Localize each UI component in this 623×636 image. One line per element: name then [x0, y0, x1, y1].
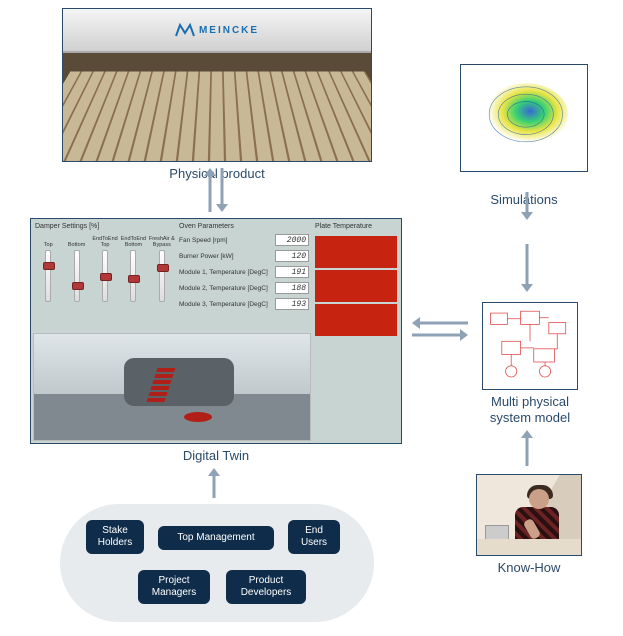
digital-twin-panel: Damper Settings [%] TopBottomEndToEnd To… [30, 218, 402, 444]
oven-param-row: Module 1, Temperature [DegC] 191 [179, 266, 309, 278]
damper-slider[interactable]: FreshAir & Bypass [149, 232, 175, 304]
slider-label: FreshAir & Bypass [149, 232, 175, 248]
slider-label: Top [35, 232, 61, 248]
oven-param-row: Module 3, Temperature [DegC] 193 [179, 298, 309, 310]
damper-sliders: TopBottomEndToEnd TopEndToEnd BottomFres… [35, 232, 175, 304]
flow-arrow [519, 244, 535, 292]
stakeholder-pill: ProductDevelopers [226, 570, 306, 604]
flow-arrow [519, 192, 535, 220]
system-model-caption: Multi physical system model [460, 394, 600, 425]
damper-slider[interactable]: EndToEnd Top [92, 232, 118, 304]
flow-arrow [202, 168, 230, 212]
param-key: Fan Speed [rpm] [179, 237, 227, 244]
slider-label: EndToEnd Bottom [120, 232, 146, 248]
param-key: Module 2, Temperature [DegC] [179, 285, 268, 292]
damper-slider[interactable]: Top [35, 232, 61, 304]
physical-product-image: MEINCKE [62, 8, 372, 162]
knowhow-image [476, 474, 582, 556]
param-value: 193 [275, 298, 309, 310]
param-key: Module 1, Temperature [DegC] [179, 269, 268, 276]
plate-stack [315, 236, 397, 336]
flow-arrow [519, 430, 535, 466]
oven-conveyor [63, 53, 371, 162]
param-value: 188 [275, 282, 309, 294]
param-value: 2000 [275, 234, 309, 246]
oven-param-row: Fan Speed [rpm] 2000 [179, 234, 309, 246]
param-key: Burner Power [kW] [179, 253, 234, 260]
brand-text: MEINCKE [199, 25, 259, 36]
mpm-caption-line2: system model [490, 410, 570, 425]
flow-arrow [412, 316, 468, 342]
plate-cell [315, 270, 397, 302]
oven-param-row: Burner Power [kW] 120 [179, 250, 309, 262]
oven-param-row: Module 2, Temperature [DegC] 188 [179, 282, 309, 294]
stakeholder-pill: StakeHolders [86, 520, 144, 554]
plate-cell [315, 236, 397, 268]
brand-logo-icon [175, 23, 195, 37]
slider-label: EndToEnd Top [92, 232, 118, 248]
knowhow-caption: Know-How [476, 560, 582, 575]
oven-hood: MEINCKE [63, 9, 371, 53]
param-value: 120 [275, 250, 309, 262]
slider-label: Bottom [63, 232, 89, 248]
damper-slider[interactable]: EndToEnd Bottom [120, 232, 146, 304]
stakeholder-pill: ProjectManagers [138, 570, 210, 604]
simulation-image [460, 64, 588, 172]
param-key: Module 3, Temperature [DegC] [179, 301, 268, 308]
mpm-caption-line1: Multi physical [491, 394, 569, 409]
oven-params-header: Oven Parameters [179, 223, 309, 230]
digital-twin-caption: Digital Twin [30, 448, 402, 463]
flow-arrow [206, 468, 222, 498]
plate-cell [315, 304, 397, 336]
system-model-image [482, 302, 578, 390]
twin-3d-view [33, 333, 311, 441]
param-value: 191 [275, 266, 309, 278]
damper-slider[interactable]: Bottom [63, 232, 89, 304]
stakeholder-pill: Top Management [158, 526, 274, 550]
oven-params-list: Fan Speed [rpm] 2000 Burner Power [kW] 120 M… [179, 234, 309, 310]
plate-temp-header: Plate Temperature [315, 223, 397, 230]
stakeholder-pill: EndUsers [288, 520, 340, 554]
damper-header: Damper Settings [%] [35, 223, 175, 230]
